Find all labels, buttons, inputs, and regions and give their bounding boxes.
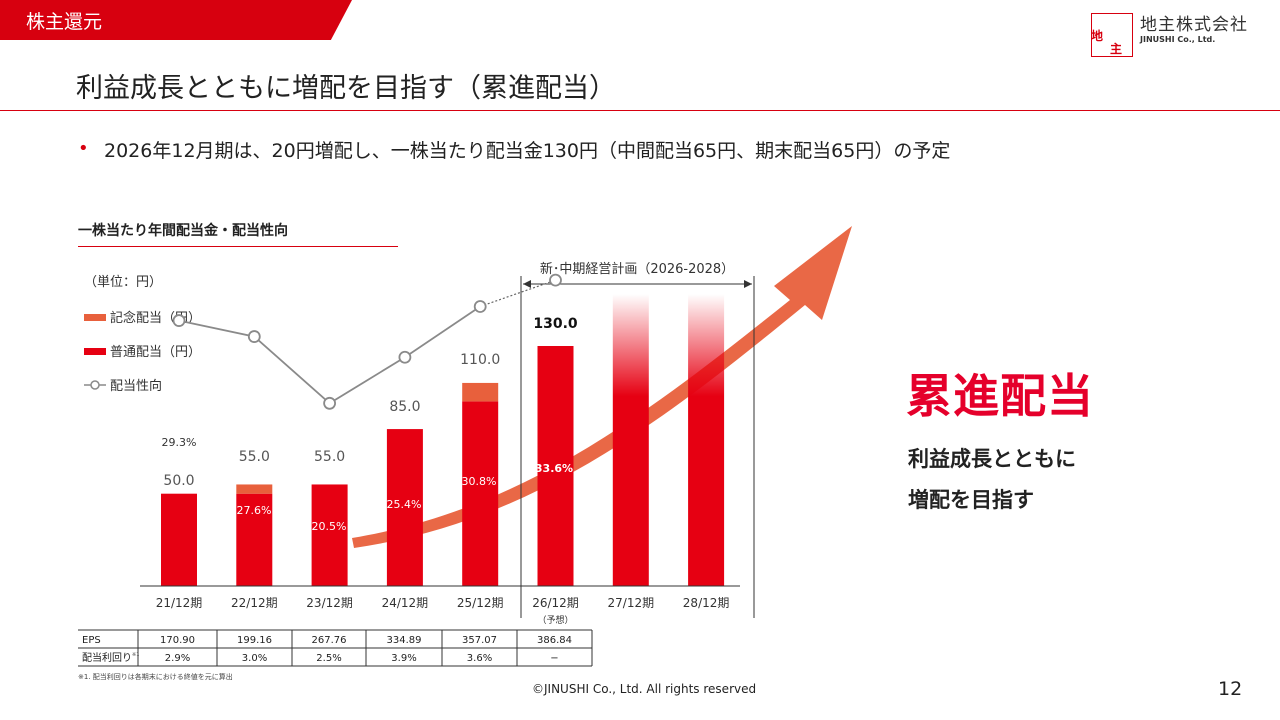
x-tick-label: 22/12期 (231, 596, 278, 610)
table-cell: 2.9% (165, 653, 190, 664)
table-cell: 3.9% (391, 653, 416, 664)
progressive-dividend-label: 累進配当 (906, 369, 1094, 423)
section-tag-label: 株主還元 (26, 11, 103, 33)
payout-line (178, 305, 481, 405)
table-cell: 199.16 (237, 635, 272, 646)
table-row-label: EPS (82, 635, 101, 646)
table-cell: 386.84 (537, 635, 572, 646)
tagline-line-1: 利益成長とともに (908, 447, 1076, 471)
regular-dividend-bar (311, 484, 348, 586)
future-bar (612, 294, 649, 586)
plan-bracket-arrowhead-right (744, 280, 752, 288)
chart-title: 一株当たり年間配当金・配当性向 (78, 223, 288, 239)
bullet-text: 2026年12月期は、20円増配し、一株当たり配当金130円（中間配当65円、期… (104, 140, 951, 162)
table-cell: 267.76 (312, 635, 347, 646)
table-cell: 2.5% (316, 653, 341, 664)
x-tick-label: 24/12期 (382, 596, 429, 610)
plan-bracket-arrowhead-left (523, 280, 531, 288)
logo-char-1: 地 (1091, 29, 1104, 43)
total-dividend-label: 130.0 (533, 316, 578, 332)
plan-label: 新･中期経営計画（2026-2028） (540, 261, 734, 277)
payout-ratio-label: 33.6% (535, 462, 573, 475)
x-tick-label: 21/12期 (156, 596, 203, 610)
footnote: ※1. 配当利回りは各期末における終値を元に算出 (78, 673, 233, 681)
table-cell: 170.90 (160, 635, 195, 646)
commemorative-dividend-bar (462, 382, 499, 402)
regular-dividend-bar (236, 493, 273, 586)
payout-ratio-label: 29.3% (162, 436, 197, 449)
title-divider (0, 110, 1280, 111)
bullet-icon: • (78, 138, 89, 159)
x-tick-label: 25/12期 (457, 596, 504, 610)
payout-marker (323, 396, 337, 410)
total-dividend-label: 55.0 (314, 449, 345, 465)
legend-commemorative: 記念配当（円） (110, 310, 201, 326)
table-row-note: ※1 (132, 652, 139, 658)
table-cell: 3.6% (467, 653, 492, 664)
page-title: 利益成長とともに増配を目指す（累進配当） (76, 73, 616, 104)
chart-title-underline (78, 246, 398, 247)
x-tick-label: 28/12期 (683, 596, 730, 610)
company-name: 地主株式会社 (1140, 15, 1248, 35)
x-tick-label: 26/12期 (532, 596, 579, 610)
legend-commemorative-swatch (84, 314, 106, 321)
payout-line-forecast (480, 279, 556, 308)
legend-payout: 配当性向 (110, 378, 162, 394)
regular-dividend-bar (537, 346, 574, 586)
payout-ratio-label: 30.8% (462, 475, 497, 488)
copyright: ©JINUSHI Co., Ltd. All rights reserved (532, 682, 757, 696)
table-cell: − (550, 653, 558, 664)
regular-dividend-bar (462, 401, 499, 586)
payout-ratio-label: 20.5% (312, 520, 347, 533)
page-number: 12 (1218, 678, 1243, 700)
total-dividend-label: 50.0 (163, 473, 194, 489)
table-cell: 357.07 (462, 635, 497, 646)
table-cell: 3.0% (242, 653, 267, 664)
legend-payout-marker (90, 380, 100, 390)
logo-char-2: 主 (1110, 42, 1123, 56)
legend-regular: 普通配当（円） (110, 345, 201, 360)
forecast-note: （予想） (537, 614, 573, 626)
payout-marker (549, 273, 562, 287)
tagline-line-2: 増配を目指す (908, 488, 1034, 512)
table-row-label: 配当利回り (82, 651, 132, 664)
section-tag: 株主還元 (0, 0, 352, 40)
company-logo-icon (1091, 13, 1133, 57)
payout-ratio-label: 25.4% (387, 498, 422, 511)
commemorative-dividend-bar (236, 484, 273, 494)
regular-dividend-bar (386, 429, 423, 586)
payout-marker (473, 300, 487, 313)
chart-unit-label: （単位：円） (84, 274, 162, 290)
payout-marker (247, 330, 261, 343)
x-tick-label: 23/12期 (306, 596, 353, 610)
company-name-en: JINUSHI Co., Ltd. (1140, 35, 1216, 44)
future-bar (688, 294, 725, 586)
total-dividend-label: 55.0 (239, 449, 270, 465)
regular-dividend-bar (161, 493, 197, 586)
x-tick-label: 27/12期 (608, 596, 655, 610)
payout-marker (172, 314, 186, 327)
total-dividend-label: 110.0 (460, 352, 500, 368)
legend-regular-swatch (84, 348, 106, 355)
table-cell: 334.89 (387, 635, 422, 646)
payout-marker (398, 350, 412, 364)
payout-ratio-label: 27.6% (237, 504, 272, 517)
total-dividend-label: 85.0 (389, 399, 420, 415)
